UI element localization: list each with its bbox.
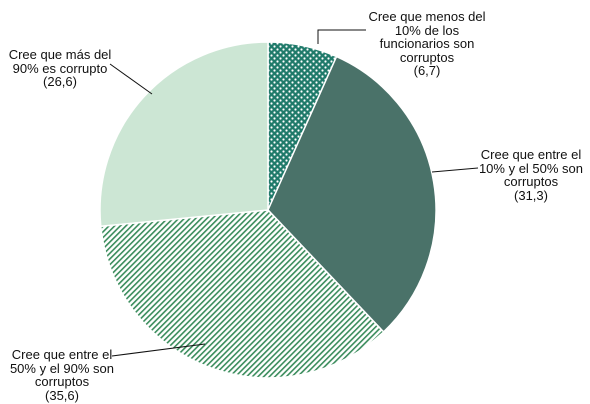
category-label: Cree que menos del 10% de los funcionari…: [368, 9, 486, 65]
leader-line: [317, 29, 366, 44]
pie-slice: [99, 41, 269, 228]
slice-label: Cree que más del 90% es corrupto (26,6): [0, 48, 120, 89]
slice-label: Cree que menos del 10% de los funcionari…: [362, 10, 492, 78]
slice-label: Cree que entre el 10% y el 50% son corru…: [470, 148, 590, 202]
value-label: (31,3): [514, 187, 548, 203]
slice-label: Cree que entre el 50% y el 90% son corru…: [0, 348, 124, 402]
value-label: (26,6): [43, 74, 77, 89]
leader-line: [109, 63, 153, 95]
leader-line: [111, 343, 206, 357]
value-label: (6,7): [413, 63, 441, 78]
leader-line: [431, 167, 479, 173]
pie-slice: [99, 209, 385, 379]
value-label: (35,6): [45, 387, 79, 403]
category-label: Cree que entre el 50% y el 90% son corru…: [9, 347, 115, 389]
category-label: Cree que más del 90% es corrupto: [8, 47, 112, 76]
category-label: Cree que entre el 10% y el 50% son corru…: [478, 147, 584, 189]
pie-slice: [267, 55, 437, 333]
